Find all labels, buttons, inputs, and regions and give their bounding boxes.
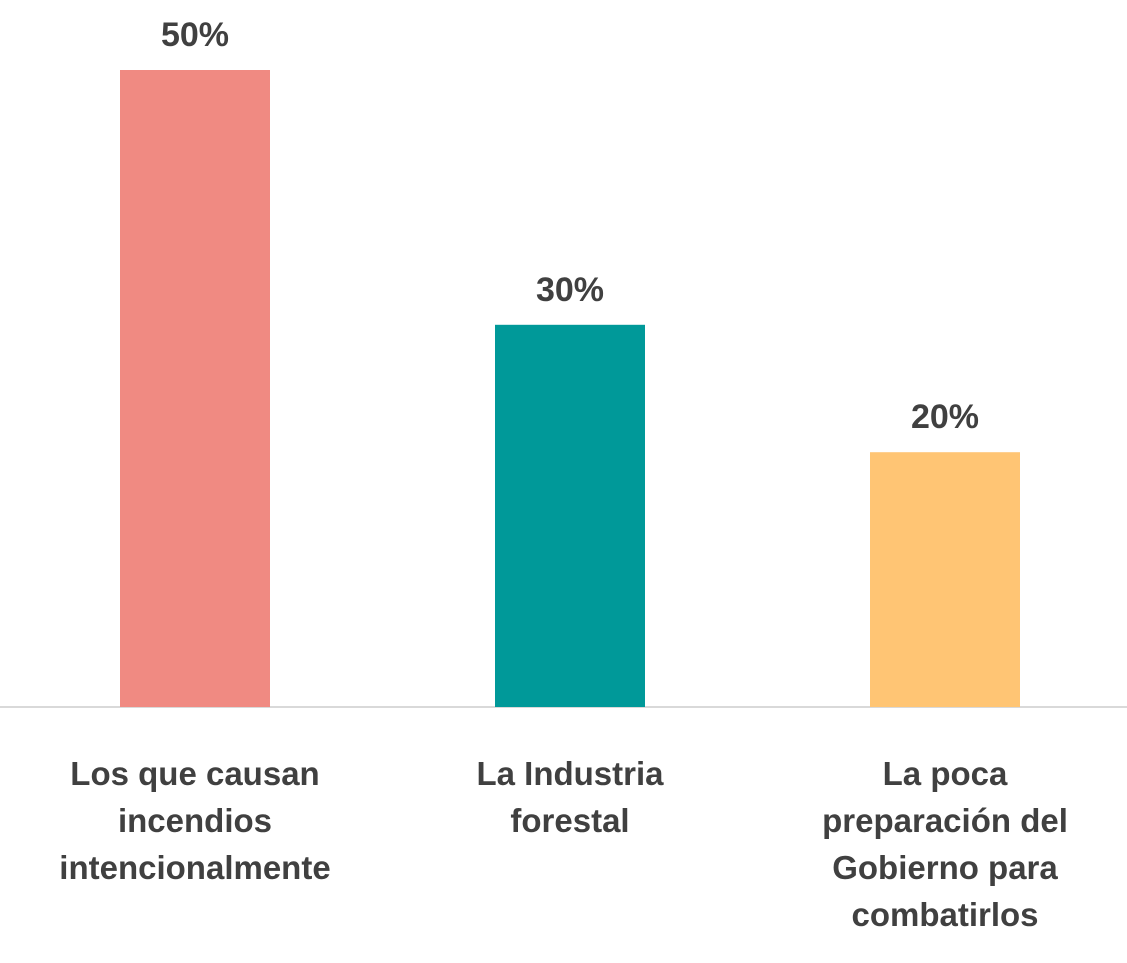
value-label: 50% bbox=[161, 16, 229, 54]
x-tick-label: La Industria forestal bbox=[476, 755, 664, 839]
x-tick-label: Los que causan incendios intencionalmente bbox=[59, 755, 330, 886]
x-tick-label: La poca preparación del Gobierno para comba… bbox=[822, 755, 1068, 933]
value-label: 30% bbox=[536, 271, 604, 309]
bar bbox=[870, 452, 1020, 707]
bar bbox=[495, 324, 645, 707]
bar bbox=[120, 70, 270, 707]
value-label: 20% bbox=[911, 398, 979, 436]
